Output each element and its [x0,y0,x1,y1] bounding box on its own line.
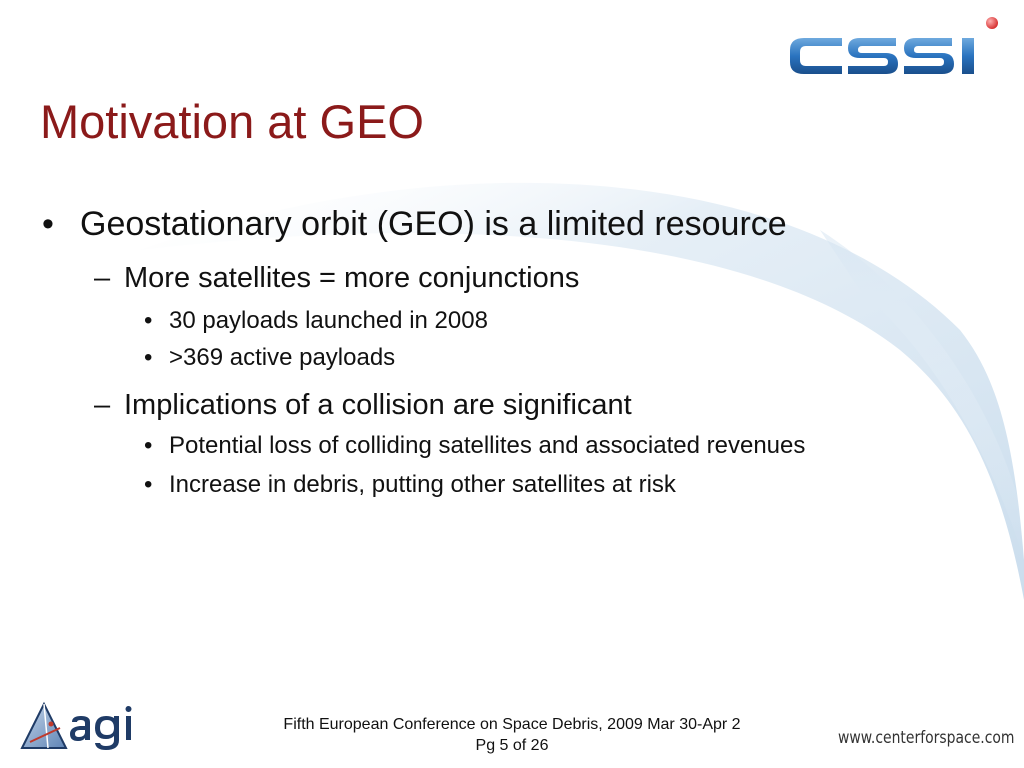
footer-conference: Fifth European Conference on Space Debri… [283,716,741,733]
bullet-item: • >369 active payloads [144,344,396,372]
cssi-logo [790,17,998,74]
bullet-text: Implications of a collision are signific… [124,389,632,421]
bullet-text: Geostationary orbit (GEO) is a limited r… [80,205,787,243]
bullet-marker: • [144,307,153,334]
bullet-item: • 30 payloads launched in 2008 [144,307,488,335]
agi-logo [20,701,132,750]
cssi-logo-dot [986,17,998,29]
bullet-item: • Potential loss of colliding satellites… [144,432,806,460]
bullet-text: More satellites = more conjunctions [124,262,580,294]
bullet-marker: • [144,471,153,498]
bullet-marker: • [42,205,54,243]
bullet-marker: – [94,389,111,421]
bullet-item: • Increase in debris, putting other sate… [144,471,676,499]
bullet-text: >369 active payloads [169,344,396,371]
bullet-text: Potential loss of colliding satellites a… [169,432,806,459]
bullet-item: – More satellites = more conjunctions [94,262,580,295]
bullet-marker: – [94,262,111,294]
bullet-item: – Implications of a collision are signif… [94,389,632,422]
slide-title: Motivation at GEO [40,95,424,148]
footer-page-number: Pg 5 of 26 [475,737,549,754]
footer-website: www.centerforspace.com [838,728,1015,748]
bullet-text: Increase in debris, putting other satell… [169,471,676,498]
bullet-item: • Geostationary orbit (GEO) is a limited… [42,205,787,244]
bullet-text: 30 payloads launched in 2008 [169,307,488,334]
bullet-marker: • [144,344,153,371]
bullet-marker: • [144,432,153,459]
